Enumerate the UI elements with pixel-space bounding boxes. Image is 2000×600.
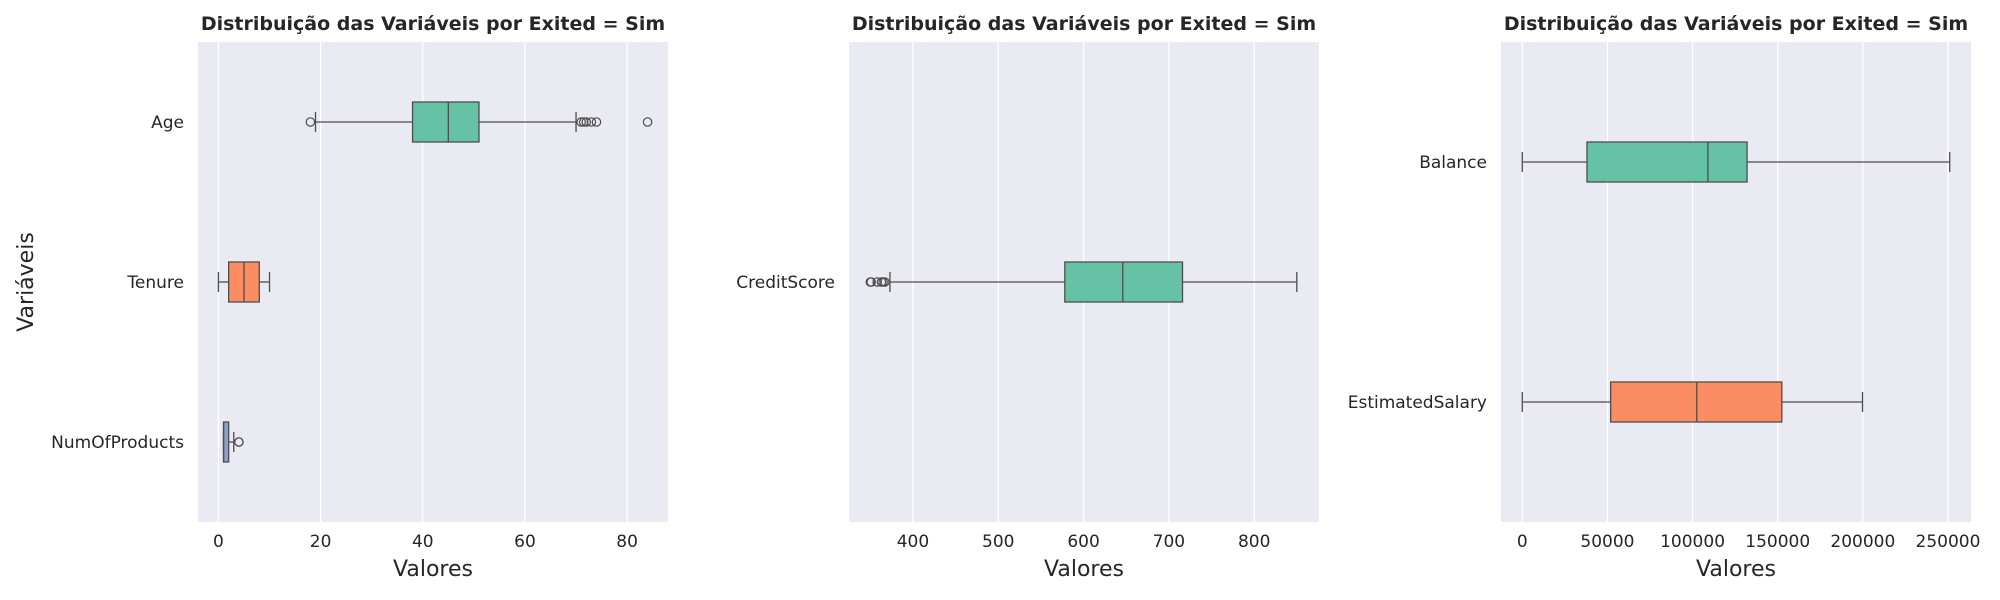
x-tick-label: 500 <box>982 532 1014 552</box>
outlier-point <box>880 277 890 287</box>
box-iqr <box>1064 261 1184 303</box>
x-axis-label: Valores <box>1696 557 1776 582</box>
x-tick-label: 80 <box>616 532 638 552</box>
boxplot-Balance <box>1521 141 1951 183</box>
x-tick-label: 0 <box>213 532 224 552</box>
y-tick-label: NumOfProducts <box>51 433 184 453</box>
x-tick-label: 150000 <box>1745 532 1810 552</box>
y-tick-label: CreditScore <box>736 273 835 293</box>
x-tick-label: 50000 <box>1580 532 1634 552</box>
boxplot-Age <box>305 101 653 143</box>
boxplot-EstimatedSalary <box>1521 381 1864 423</box>
outlier-point <box>642 117 653 127</box>
outlier-point <box>576 117 586 127</box>
x-tick-label: 200000 <box>1830 532 1895 552</box>
x-tick-label: 40 <box>412 532 434 552</box>
boxplot-CreditScore <box>865 261 1298 303</box>
chart-title: Distribuição das Variáveis por Exited = … <box>1504 13 1968 35</box>
chart-panel-2: 400 500 600 700 800 CreditScore Distribuição d… <box>736 13 1319 582</box>
boxplot-Tenure <box>217 261 271 303</box>
boxplot-NumOfProducts <box>222 421 244 463</box>
plot-area <box>1501 42 1971 522</box>
chart-title: Distribuição das Variáveis por Exited = … <box>852 13 1316 35</box>
outlier-point <box>872 277 882 287</box>
outlier-point <box>234 437 244 447</box>
outlier-point <box>866 277 876 287</box>
y-tick-label: Tenure <box>126 273 184 293</box>
chart-panel-1: 0 20 40 60 80 Age Tenure NumOfProducts Distribui… <box>14 13 668 582</box>
x-tick-label: 250000 <box>1916 532 1981 552</box>
x-tick-label: 400 <box>897 532 929 552</box>
box-iqr <box>222 421 230 463</box>
box-iqr <box>1586 141 1748 183</box>
y-axis-label: Variáveis <box>14 232 39 332</box>
x-tick-label: 100000 <box>1660 532 1725 552</box>
y-tick-label: EstimatedSalary <box>1348 393 1487 413</box>
x-tick-label: 700 <box>1153 532 1185 552</box>
chart-title: Distribuição das Variáveis por Exited = … <box>201 13 665 35</box>
box-iqr <box>411 101 480 143</box>
outlier-point <box>305 117 316 127</box>
outlier-point <box>586 117 597 127</box>
x-tick-label: 0 <box>1517 532 1528 552</box>
x-tick-label: 600 <box>1067 532 1099 552</box>
y-tick-label: Age <box>151 113 184 133</box>
outlier-point <box>578 117 589 127</box>
outlier-point <box>591 117 602 127</box>
y-tick-label: Balance <box>1419 153 1487 173</box>
x-axis-label: Valores <box>1044 557 1124 582</box>
outlier-point <box>581 117 592 127</box>
x-tick-label: 800 <box>1238 532 1270 552</box>
x-axis-label: Valores <box>393 557 473 582</box>
x-tick-label: 60 <box>514 532 536 552</box>
chart-panel-3: 0 50000 100000 150000 200000 250000 Balance Est… <box>1348 13 1981 582</box>
x-tick-label: 20 <box>310 532 332 552</box>
